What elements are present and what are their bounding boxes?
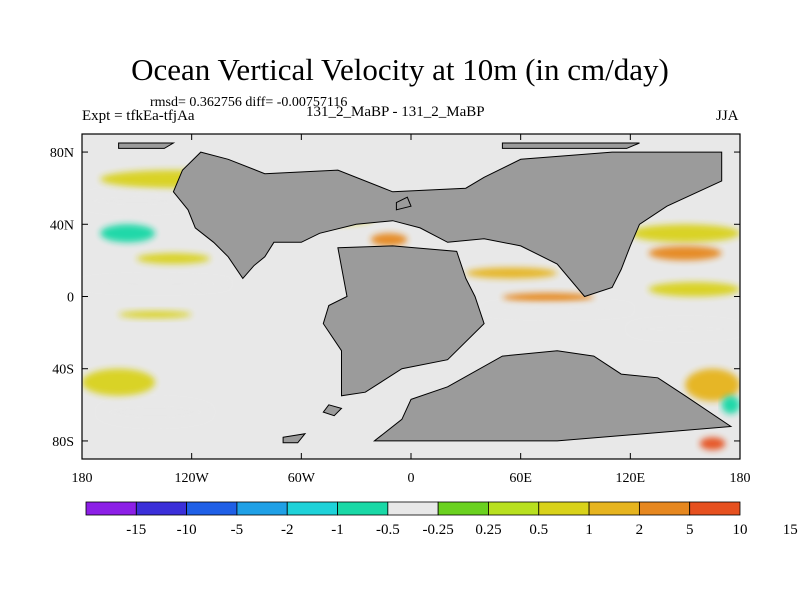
- land-continent-central: [322, 245, 485, 397]
- x-tick-label: 180: [72, 471, 93, 486]
- anomaly-region: [136, 253, 210, 264]
- land-island-greenland-west: [118, 142, 176, 149]
- y-tick-label: 80S: [52, 435, 74, 450]
- anomaly-region: [484, 303, 631, 315]
- experiment-label: Expt = tfkEa-tfjAa: [82, 108, 195, 124]
- colorbar-label: -0.5: [376, 522, 400, 538]
- anomaly-region: [100, 401, 210, 423]
- colorbar-bin: [538, 501, 590, 516]
- colorbar-label: -5: [231, 522, 244, 538]
- axis-ticks: 180 120W 60W 0 60E 120E 180 80N 40N 0 40S 80S: [50, 134, 751, 486]
- colorbar-bin: [337, 501, 389, 516]
- colorbar-label: -15: [126, 522, 146, 538]
- colorbar-bin: [387, 501, 439, 516]
- land-island-arctic-north: [501, 142, 640, 149]
- anomaly-region: [685, 368, 740, 402]
- colorbar-label: -2: [281, 522, 294, 538]
- land-layer: [118, 142, 733, 444]
- land-continent-north: [172, 151, 723, 298]
- land-island-small-c: [282, 432, 307, 444]
- runs-label: 131_2_MaBP - 131_2_MaBP: [306, 104, 485, 120]
- land-continent-south: [372, 350, 733, 442]
- colorbar-bin: [638, 501, 691, 516]
- anomaly-region: [699, 437, 726, 450]
- anomaly-region: [100, 224, 156, 243]
- colorbar-label: 5: [686, 522, 694, 538]
- stats-label: rmsd= 0.362756 diff= -0.00757116: [150, 95, 348, 110]
- chart-title: Ocean Vertical Velocity at 10m (in cm/da…: [131, 52, 669, 87]
- anomaly-region: [370, 233, 408, 246]
- colorbar-bin: [488, 501, 540, 516]
- colorbar: -15 -10 -5 -2 -1 -0.5 -0.25 0.25 0.5 1 2 5 10 15: [85, 501, 798, 538]
- anomaly-region: [502, 292, 594, 302]
- season-label: JJA: [716, 108, 739, 124]
- x-tick-label: 180: [730, 471, 751, 486]
- land-island-small-a: [395, 196, 412, 211]
- colorbar-label: 10: [733, 522, 748, 538]
- anomaly-region: [82, 368, 156, 396]
- colorbar-bin: [437, 501, 489, 516]
- anomaly-region: [721, 395, 740, 414]
- x-tick-label: 60W: [288, 471, 316, 486]
- y-tick-label: 80N: [50, 146, 74, 161]
- colorbar-label: 1: [585, 522, 593, 538]
- colorbar-bin: [286, 501, 338, 516]
- x-tick-label: 120W: [175, 471, 210, 486]
- colorbar-bin: [689, 501, 741, 516]
- colorbar-bin: [85, 501, 137, 516]
- anomaly-region: [465, 267, 558, 279]
- anomaly-region: [82, 278, 229, 290]
- colorbar-label: 2: [636, 522, 644, 538]
- colorbar-label: -1: [331, 522, 344, 538]
- anomaly-region: [630, 321, 740, 337]
- y-tick-label: 40N: [50, 218, 74, 233]
- anomaly-region: [630, 224, 740, 243]
- colorbar-label: 0.5: [529, 522, 548, 538]
- colorbar-label: -0.25: [423, 522, 454, 538]
- colorbar-label: 0.25: [475, 522, 501, 538]
- colorbar-label: 15: [783, 522, 798, 538]
- anomaly-region: [648, 245, 722, 261]
- x-tick-label: 60E: [509, 471, 532, 486]
- land-island-small-b: [322, 404, 343, 417]
- colorbar-bin: [588, 501, 640, 516]
- anomaly-region: [118, 310, 192, 319]
- y-tick-label: 40S: [52, 363, 74, 378]
- anomaly-region: [82, 191, 192, 210]
- colorbar-label: -10: [177, 522, 197, 538]
- colorbar-bin: [135, 501, 188, 516]
- anomaly-region: [648, 282, 740, 297]
- y-tick-label: 0: [67, 291, 74, 306]
- x-tick-label: 120E: [616, 471, 646, 486]
- colorbar-bin: [236, 501, 288, 516]
- x-tick-label: 0: [408, 471, 415, 486]
- colorbar-bin: [186, 501, 238, 516]
